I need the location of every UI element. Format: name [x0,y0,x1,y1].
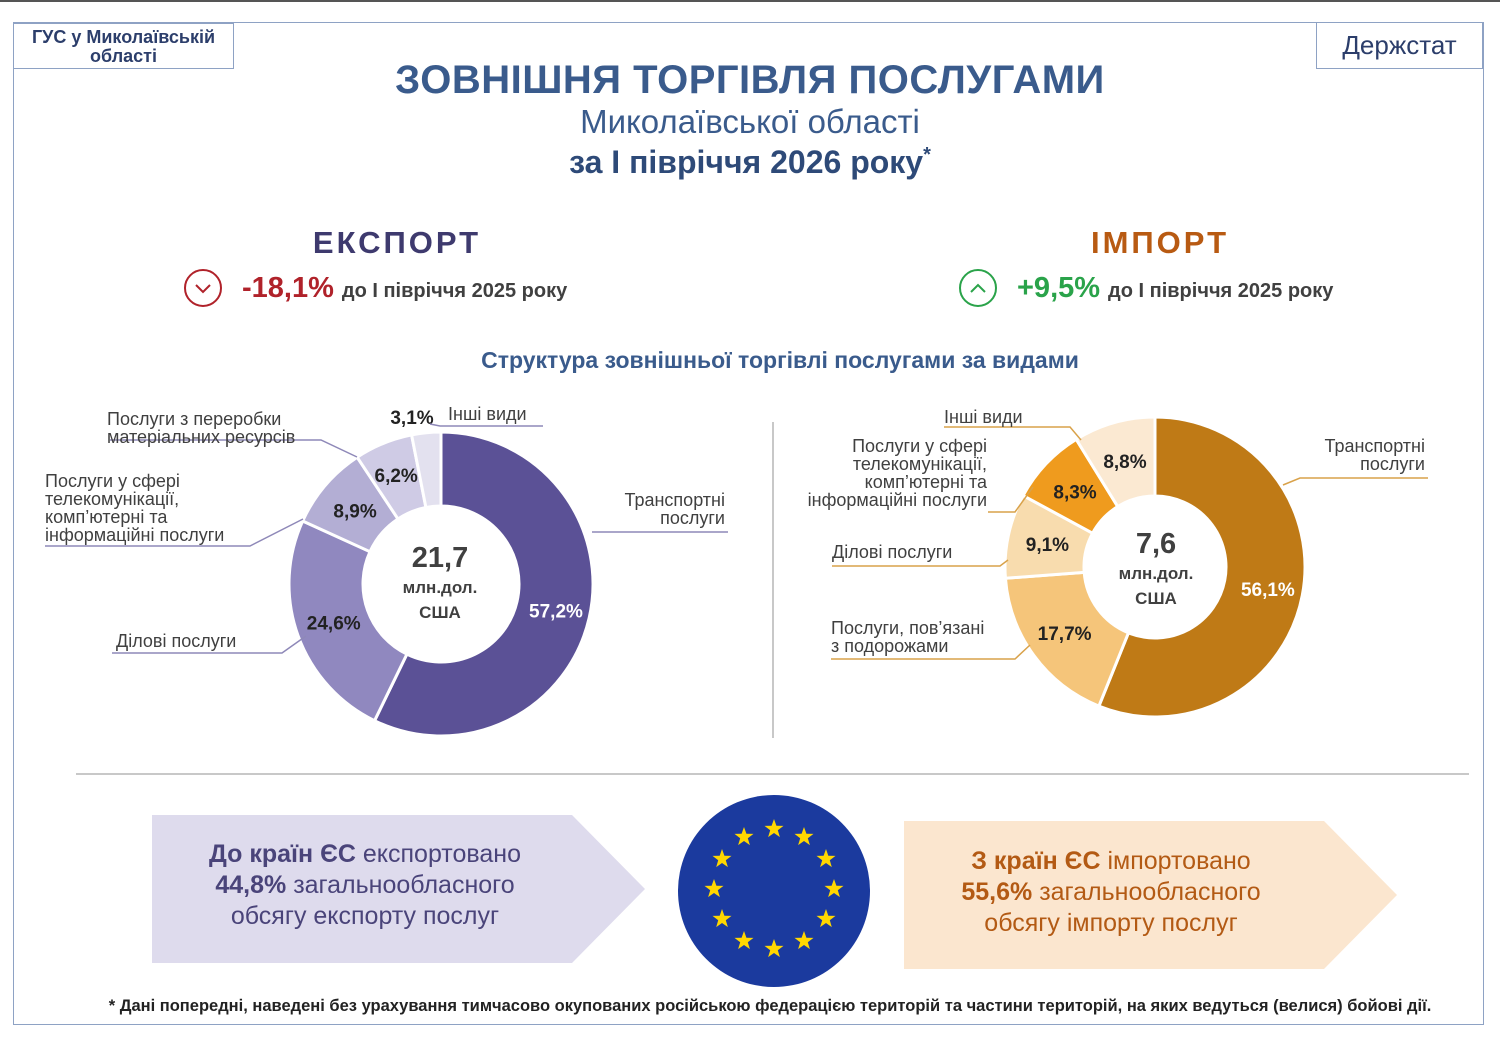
import-value-label-4: 8,8% [1103,452,1146,473]
export-label-telecom: Послуги у сфері телекомунікації, комп’юте… [45,471,225,545]
import-change-value: +9,5% [1017,271,1101,304]
import-heading: ІМПОРТ [1090,225,1230,260]
import-label-telecom: Послуги у сфері телекомунікації, комп’юте… [807,436,987,510]
eu-flag-icon [678,795,870,987]
export-value-label-1: 24,6% [307,614,361,635]
export-leader-line-4 [429,423,543,427]
eu-import-banner [904,821,1397,969]
period-footnote-mark: * [923,144,931,166]
page-title: ЗОВНІШНЯ ТОРГІВЛЯ ПОСЛУГАМИ [395,58,1105,102]
eu-star-icon [712,849,732,868]
period-text: за І півріччя 2026 року [569,144,924,180]
eu-star-icon [764,819,784,838]
export-slice-4 [409,430,443,510]
eu-star-icon [734,827,754,846]
export-leader-line-2 [45,518,304,547]
export-value-label-0: 57,2% [529,601,583,622]
export-slice-1 [287,519,409,723]
import-slice-4 [1074,415,1157,509]
section-divider [76,773,1469,775]
export-label-transport: Транспортні послуги [624,490,725,528]
import-label-business: Ділові послуги [832,542,953,562]
import-leader-line-2 [832,559,1009,567]
chevron-up-icon [959,269,997,307]
export-value-label-4: 3,1% [390,408,433,429]
import-label-travel: Послуги, пов’язані з подорожами [831,618,985,656]
eu-star-icon [764,939,784,958]
export-total: 21,7 млн.дол. США [402,542,478,622]
eu-star-icon [794,827,814,846]
eu-export-text: До країн ЄС експортовано 44,8% загальноо… [209,840,521,930]
import-leader-line-3 [988,486,1034,513]
export-change-text: до І півріччя 2025 року [341,279,568,302]
org-badge: ГУС у Миколаївській області [13,23,234,69]
import-value-label-1: 17,7% [1038,624,1092,645]
page-subtitle: Миколаївської області [580,103,920,140]
export-value-label-3: 6,2% [375,466,418,487]
eu-star-icon [816,909,836,928]
org-line-1: ГУС у Миколаївській [31,27,216,47]
import-change-text: до І півріччя 2025 року [1108,279,1334,302]
export-leader-line-3 [110,439,358,458]
brand-logo: Держстат [1316,22,1483,69]
eu-star-icon [816,849,836,868]
import-label-transport: Транспортні послуги [1324,436,1425,474]
eu-export-banner [152,815,645,963]
eu-import-text: З країн ЄС імпортовано 55,6% загальнообл… [961,847,1261,937]
import-leader-line-0 [1282,477,1428,486]
import-value-label-2: 9,1% [1026,535,1069,556]
chevron-down-icon [184,269,222,307]
import-total: 7,6 млн.дол. США [1118,528,1194,608]
footnote: * Дані попередні, наведені без урахуванн… [108,997,1432,1015]
import-value-label-3: 8,3% [1053,482,1096,503]
export-value-label-2: 8,9% [333,502,376,523]
eu-star-icon [704,879,724,898]
top-border [0,0,1500,2]
eu-star-icon [712,909,732,928]
import-leader-line-1 [831,644,1031,660]
import-leader-line-4 [944,426,1082,441]
import-slice-0 [1096,415,1307,719]
eu-star-icon [824,879,844,898]
page-frame [13,22,1484,1025]
charts-divider [772,422,774,738]
import-label-other: Інші види [944,407,1023,427]
export-change-value: -18,1% [242,271,334,304]
period-title: за І півріччя 2026 року* [0,144,1500,181]
export-label-processing: Послуги з переробки матеріальних ресурсів [107,409,296,447]
import-value-label-0: 56,1% [1241,580,1295,601]
structure-title: Структура зовнішньої торгівлі послугами … [481,347,1079,373]
eu-star-icon [794,931,814,950]
export-change: -18,1% до І півріччя 2025 року [184,266,567,310]
import-slice-1 [1003,570,1131,709]
export-heading: ЕКСПОРТ [312,225,482,260]
org-line-2: області [90,46,157,66]
export-leader-line-1 [112,635,307,654]
export-slice-0 [372,430,595,738]
export-label-business: Ділові послуги [116,631,237,651]
import-change: +9,5% до І півріччя 2025 року [959,266,1333,310]
export-label-other: Інші види [448,404,527,424]
eu-star-icon [734,931,754,950]
